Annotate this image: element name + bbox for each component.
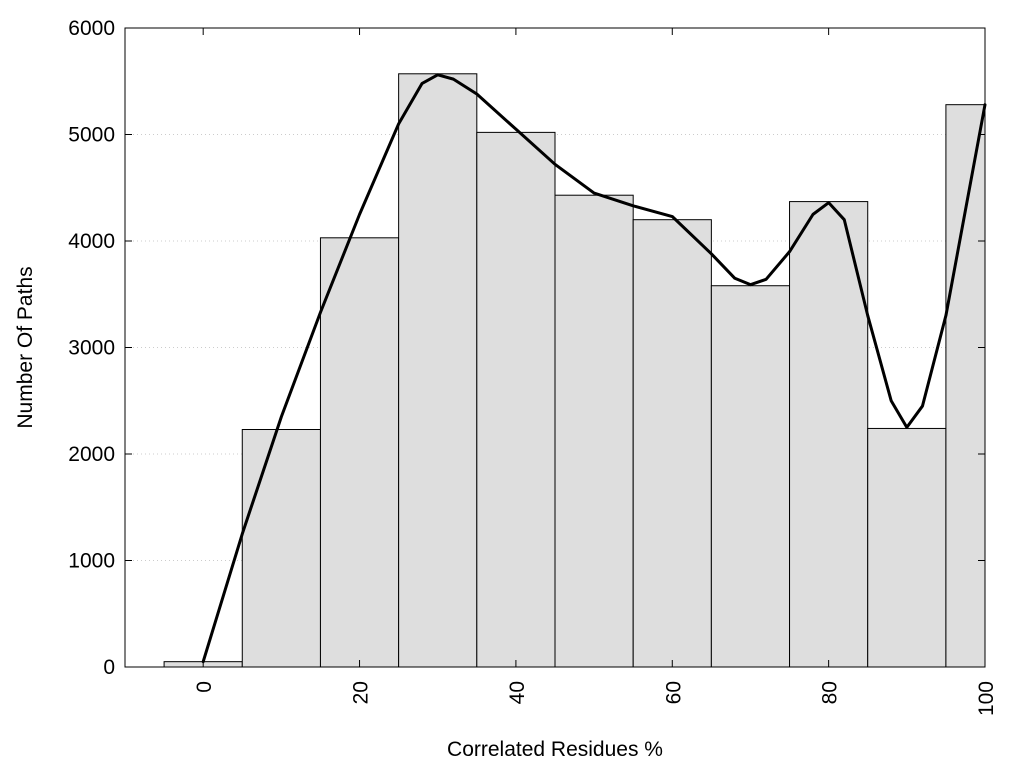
y-tick-label: 0 (103, 656, 115, 679)
y-axis-label: Number Of Paths (14, 266, 37, 428)
x-tick-label: 20 (350, 681, 373, 704)
y-tick-label: 4000 (68, 230, 115, 253)
bar (319, 237, 400, 668)
bars (163, 73, 986, 668)
bar (398, 73, 478, 668)
x-axis-ticks: 0 20 40 60 80 100 (193, 28, 998, 716)
bar (867, 427, 947, 668)
y-tick-label: 1000 (68, 550, 115, 573)
x-tick-label: 40 (506, 681, 529, 704)
y-tick-label: 6000 (68, 17, 115, 40)
bar (241, 429, 321, 668)
y-tick-label: 2000 (68, 443, 115, 466)
bar (710, 285, 791, 668)
smooth-line (201, 73, 987, 664)
x-tick-label: 100 (975, 681, 998, 716)
bar (554, 194, 634, 668)
bar (945, 104, 986, 668)
bar (789, 201, 869, 668)
x-tick-label: 60 (662, 681, 685, 704)
x-tick-label: 0 (193, 681, 216, 693)
x-tick-label: 80 (819, 681, 842, 704)
y-tick-label: 5000 (68, 124, 115, 147)
bar (632, 219, 712, 668)
x-axis-label: Correlated Residues % (447, 738, 663, 761)
smooth-curve (201, 73, 987, 664)
bar (476, 131, 556, 668)
y-axis-ticks: 0 1000 2000 3000 4000 5000 6000 (68, 17, 985, 679)
y-tick-label: 3000 (68, 337, 115, 360)
